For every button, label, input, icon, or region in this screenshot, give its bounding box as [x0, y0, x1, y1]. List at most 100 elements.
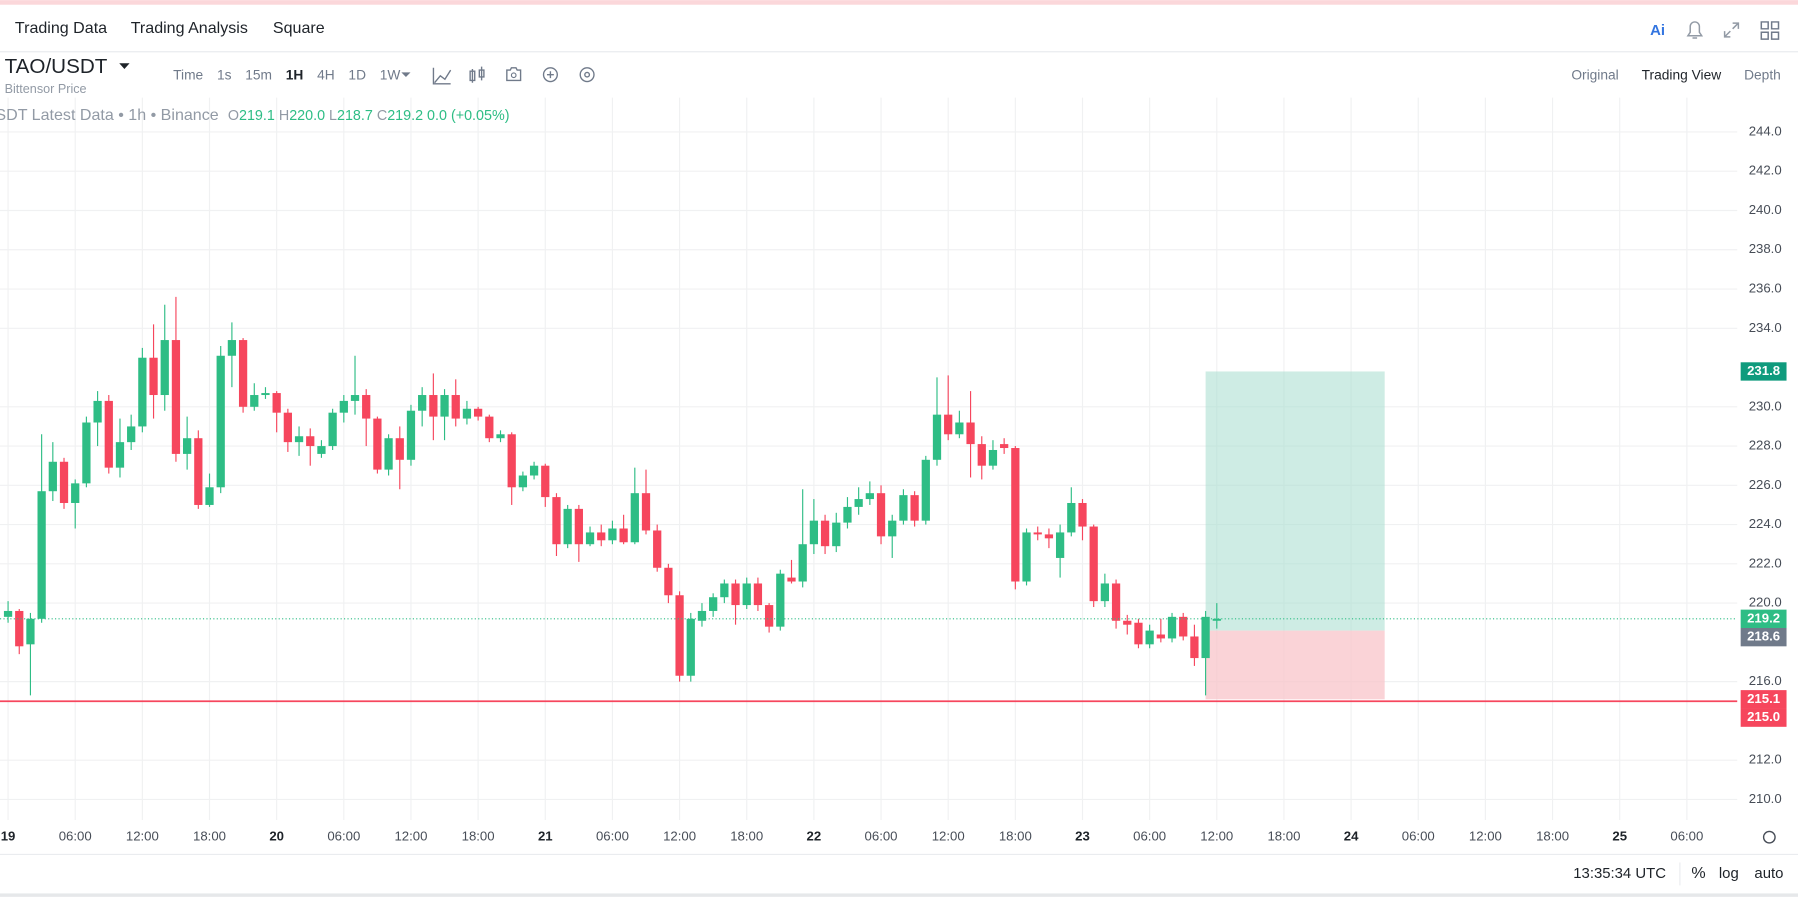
add-icon[interactable]: [542, 67, 558, 83]
candle-body: [731, 583, 740, 606]
candle-body: [1111, 583, 1121, 621]
x-tick-label: 19: [1, 829, 16, 844]
candle-body: [1000, 444, 1009, 449]
candle-body: [664, 567, 673, 596]
candle-body: [317, 446, 326, 454]
bottom-strip: [0, 893, 1798, 897]
x-tick-label: 18:00: [1536, 829, 1569, 844]
view-tab[interactable]: Trading View: [1642, 67, 1722, 82]
candle-body: [462, 408, 472, 419]
clock: 13:35:34 UTC: [1573, 866, 1666, 882]
candle-body: [709, 597, 718, 611]
layout-icon[interactable]: [1760, 21, 1780, 40]
candle-body: [160, 340, 169, 396]
candle-body: [921, 459, 930, 521]
x-tick-label: 12:00: [932, 829, 965, 844]
interval[interactable]: Time: [173, 67, 203, 82]
candle-body: [1022, 532, 1031, 582]
camera-icon[interactable]: [506, 67, 522, 82]
top-strip: [0, 0, 1798, 5]
x-tick-label: 06:00: [865, 829, 898, 844]
y-tick-label: 216.0: [1749, 673, 1782, 688]
candle-body: [48, 461, 57, 492]
symbol-caret[interactable]: [119, 63, 130, 69]
candle-body: [932, 414, 942, 460]
candle-body: [753, 583, 763, 606]
candle-body: [183, 438, 192, 454]
y-tick-label: 226.0: [1749, 477, 1782, 492]
candle-body: [619, 528, 628, 543]
candle-type-icon[interactable]: [469, 66, 485, 83]
nav-item[interactable]: Square: [273, 19, 325, 37]
y-tick-label: 230.0: [1749, 398, 1782, 413]
nav-item[interactable]: Trading Analysis: [131, 19, 248, 37]
view-tab[interactable]: Depth: [1744, 67, 1781, 82]
candle-body: [418, 395, 427, 411]
symbol-pair[interactable]: TAO/USDT: [5, 55, 108, 78]
candle-body: [350, 395, 360, 401]
percent-toggle[interactable]: %: [1691, 864, 1705, 882]
settings-icon[interactable]: [579, 67, 595, 83]
candle-body: [373, 418, 382, 470]
y-tick-label: 236.0: [1749, 280, 1782, 295]
candle-body: [641, 493, 651, 531]
y-tick-label: 220.0: [1749, 595, 1782, 610]
interval[interactable]: 15m: [245, 67, 272, 82]
candle-body: [686, 618, 695, 676]
candle-body: [832, 522, 841, 547]
x-tick-label: 24: [1344, 829, 1359, 844]
candle-body: [127, 426, 136, 443]
candle-body: [104, 400, 113, 468]
collapse-icon[interactable]: [1723, 22, 1740, 38]
candle-body: [720, 583, 729, 598]
candle-body: [216, 355, 225, 488]
view-tab[interactable]: Original: [1571, 67, 1618, 82]
legend: SDT Latest Data • 1h • Binance O219.1 H2…: [0, 106, 509, 124]
y-tick-label: 234.0: [1749, 320, 1782, 335]
candle-body: [1089, 526, 1098, 602]
legend-label: C: [377, 108, 387, 124]
x-tick-label: 18:00: [999, 829, 1032, 844]
symbol-name: Bittensor Price: [5, 82, 87, 96]
candle-body: [742, 583, 751, 606]
x-tick-label: 06:00: [59, 829, 92, 844]
candle-body: [250, 395, 259, 407]
candle-body: [82, 422, 91, 484]
interval[interactable]: 1W: [380, 67, 401, 82]
legend-value: 218.7: [337, 108, 373, 124]
axis-settings[interactable]: [1762, 830, 1776, 844]
auto-toggle[interactable]: auto: [1754, 866, 1783, 882]
y-tick-label: 224.0: [1749, 516, 1782, 531]
candle-body: [507, 434, 516, 488]
candle-body: [283, 412, 292, 443]
interval[interactable]: 1D: [348, 67, 366, 82]
x-tick-label: 06:00: [1402, 829, 1435, 844]
ai-button[interactable]: Ai: [1650, 23, 1665, 39]
interval[interactable]: 4H: [317, 67, 335, 82]
nav-item[interactable]: Trading Data: [15, 19, 107, 37]
legend-value: 220.0: [289, 108, 325, 124]
bell-icon[interactable]: [1686, 21, 1704, 39]
candle-body: [93, 400, 102, 423]
candle-body: [653, 530, 662, 568]
price-badge-label: 218.6: [1747, 629, 1780, 644]
x-tick-label: 12:00: [394, 829, 427, 844]
interval[interactable]: 1s: [217, 67, 232, 82]
x-tick-label: 22: [807, 829, 822, 844]
price-badge-label: 215.0: [1747, 709, 1780, 724]
candle-body: [149, 357, 158, 396]
interval-more[interactable]: [401, 72, 411, 77]
candle-body: [171, 340, 181, 454]
candle-body: [910, 495, 919, 521]
candle-body: [787, 577, 796, 582]
log-toggle[interactable]: log: [1719, 866, 1739, 882]
camera-lens: [510, 72, 517, 79]
candle-body: [328, 412, 337, 447]
candle-body: [574, 508, 583, 545]
x-tick-label: 18:00: [730, 829, 763, 844]
x-tick-label: 06:00: [596, 829, 629, 844]
x-tick-label: 12:00: [1469, 829, 1502, 844]
indicator-icon[interactable]: [432, 67, 452, 85]
candle-body: [451, 395, 460, 419]
interval[interactable]: 1H: [286, 67, 304, 82]
